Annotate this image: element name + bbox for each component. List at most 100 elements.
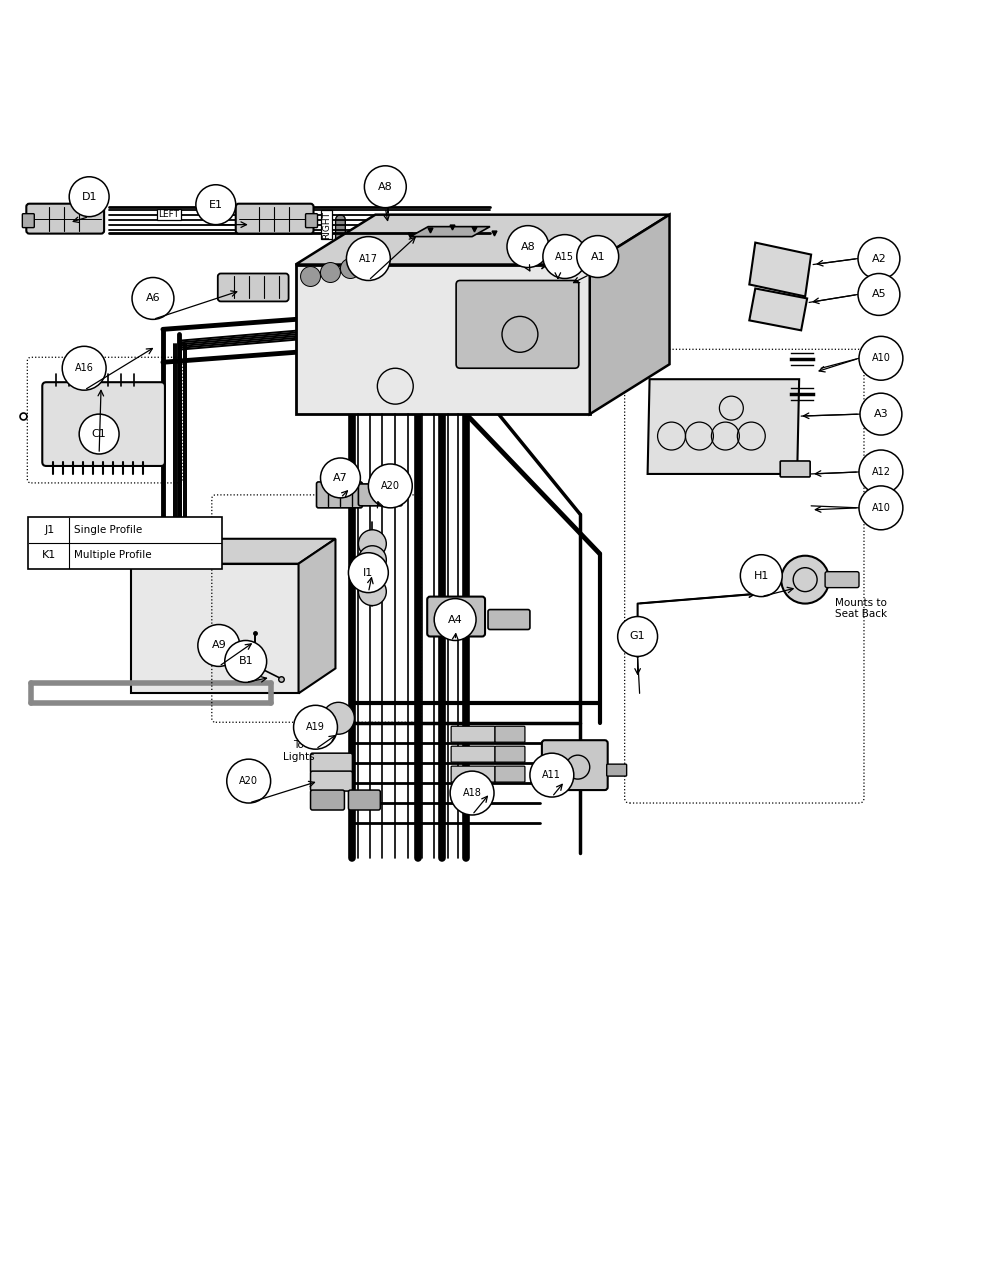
Circle shape	[340, 258, 360, 279]
FancyBboxPatch shape	[451, 767, 495, 782]
Circle shape	[507, 226, 549, 267]
Circle shape	[320, 262, 340, 283]
Text: K1: K1	[42, 550, 56, 560]
FancyBboxPatch shape	[451, 746, 495, 763]
FancyBboxPatch shape	[607, 764, 627, 777]
Text: A20: A20	[239, 777, 258, 786]
Text: A12: A12	[871, 468, 890, 476]
Circle shape	[364, 166, 406, 208]
Text: A19: A19	[306, 722, 325, 732]
Circle shape	[577, 236, 619, 277]
Circle shape	[530, 753, 574, 797]
Text: LEFT: LEFT	[158, 210, 179, 219]
Circle shape	[859, 336, 903, 380]
FancyBboxPatch shape	[488, 609, 530, 630]
Circle shape	[294, 706, 337, 749]
Text: A3: A3	[874, 409, 888, 419]
Circle shape	[225, 641, 267, 683]
Circle shape	[740, 555, 782, 597]
FancyBboxPatch shape	[358, 484, 402, 506]
FancyBboxPatch shape	[495, 746, 525, 763]
Text: A8: A8	[521, 242, 535, 252]
Circle shape	[858, 274, 900, 315]
Text: A6: A6	[146, 294, 160, 303]
Circle shape	[368, 464, 412, 508]
Circle shape	[62, 346, 106, 390]
FancyBboxPatch shape	[456, 280, 579, 369]
Text: Multiple Profile: Multiple Profile	[74, 550, 152, 560]
Circle shape	[618, 617, 658, 656]
Circle shape	[358, 578, 386, 606]
Text: H1: H1	[754, 570, 769, 580]
Circle shape	[434, 598, 476, 641]
Text: A8: A8	[378, 181, 393, 191]
Circle shape	[859, 450, 903, 494]
Text: Single Profile: Single Profile	[74, 526, 142, 535]
Circle shape	[450, 772, 494, 815]
Text: A7: A7	[333, 473, 348, 483]
Circle shape	[543, 234, 587, 279]
Circle shape	[859, 487, 903, 530]
Circle shape	[132, 277, 174, 319]
FancyBboxPatch shape	[495, 767, 525, 782]
FancyBboxPatch shape	[26, 204, 104, 233]
Text: A16: A16	[75, 364, 94, 374]
FancyBboxPatch shape	[317, 481, 362, 508]
Circle shape	[320, 457, 360, 498]
FancyBboxPatch shape	[306, 214, 318, 228]
FancyBboxPatch shape	[218, 274, 289, 302]
Text: A18: A18	[463, 788, 482, 798]
Text: A4: A4	[448, 614, 462, 625]
Text: B1: B1	[238, 656, 253, 666]
Text: A9: A9	[211, 640, 226, 650]
Text: A17: A17	[359, 253, 378, 264]
Circle shape	[358, 561, 386, 589]
Text: RIGHT: RIGHT	[322, 210, 331, 238]
Circle shape	[348, 552, 388, 593]
FancyBboxPatch shape	[28, 517, 222, 569]
Polygon shape	[299, 538, 335, 693]
FancyBboxPatch shape	[451, 726, 495, 742]
Text: A11: A11	[542, 770, 561, 780]
Polygon shape	[131, 538, 335, 564]
FancyBboxPatch shape	[427, 597, 485, 636]
Polygon shape	[590, 214, 670, 414]
FancyBboxPatch shape	[495, 726, 525, 742]
Text: I1: I1	[363, 568, 373, 578]
Polygon shape	[648, 379, 799, 474]
Text: A10: A10	[872, 503, 890, 513]
Text: A15: A15	[555, 252, 574, 261]
Polygon shape	[749, 242, 811, 296]
Text: A10: A10	[872, 353, 890, 364]
FancyBboxPatch shape	[780, 461, 810, 476]
FancyBboxPatch shape	[348, 791, 380, 810]
Circle shape	[358, 530, 386, 557]
Text: C1: C1	[92, 430, 106, 440]
Circle shape	[198, 625, 240, 666]
Circle shape	[438, 603, 466, 631]
Circle shape	[301, 266, 320, 286]
FancyBboxPatch shape	[311, 791, 344, 810]
Text: A5: A5	[872, 289, 886, 299]
Text: A20: A20	[381, 481, 400, 490]
Polygon shape	[296, 214, 670, 265]
FancyBboxPatch shape	[42, 383, 165, 466]
Circle shape	[69, 177, 109, 217]
Polygon shape	[131, 564, 299, 693]
Circle shape	[227, 759, 271, 803]
Polygon shape	[749, 289, 807, 331]
FancyBboxPatch shape	[542, 740, 608, 791]
Circle shape	[781, 556, 829, 603]
Circle shape	[860, 393, 902, 435]
Text: D1: D1	[81, 191, 97, 201]
Text: Mounts to
Seat Back: Mounts to Seat Back	[835, 598, 887, 620]
Circle shape	[858, 238, 900, 280]
Circle shape	[322, 702, 354, 734]
Polygon shape	[296, 265, 590, 414]
Circle shape	[358, 546, 386, 574]
FancyBboxPatch shape	[311, 772, 352, 791]
Circle shape	[346, 237, 390, 280]
FancyBboxPatch shape	[311, 753, 352, 773]
Circle shape	[196, 185, 236, 224]
Text: J1: J1	[44, 526, 54, 535]
